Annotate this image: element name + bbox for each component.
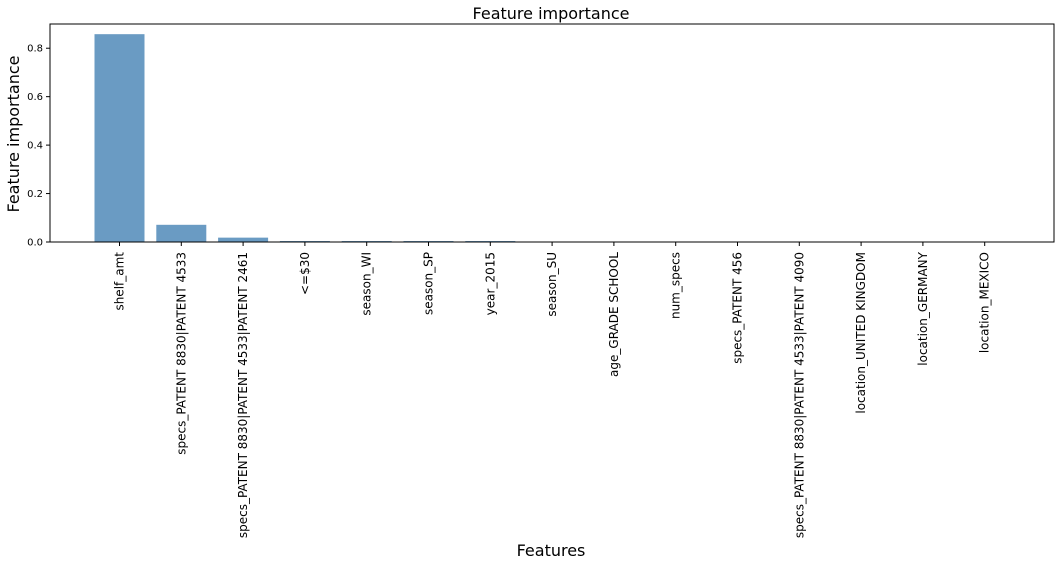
x-tick-label-1: specs_PATENT 8830|PATENT 4533 (174, 252, 188, 455)
x-tick-label-4: season_WI (360, 252, 374, 316)
y-axis-label: Feature importance (4, 56, 23, 213)
y-tick-label-1: 0.2 (27, 189, 43, 200)
y-tick-label-2: 0.4 (27, 141, 43, 152)
x-tick-label-12: location_UNITED KINGDOM (854, 252, 868, 414)
x-tick-label-0: shelf_amt (113, 252, 127, 311)
x-tick-label-8: age_GRADE SCHOOL (607, 252, 621, 377)
bars-group (94, 34, 516, 242)
bar-1 (156, 224, 207, 242)
y-tick-label-4: 0.8 (27, 44, 43, 55)
chart-title: Feature importance (473, 4, 630, 23)
x-tick-label-7: season_SU (545, 252, 559, 317)
y-tick-label-0: 0.0 (27, 238, 43, 249)
x-tick-label-6: year_2015 (483, 252, 497, 315)
x-tick-label-11: specs_PATENT 8830|PATENT 4533|PATENT 409… (792, 252, 806, 538)
x-tick-label-14: location_MEXICO (978, 252, 992, 353)
x-axis-label: Features (517, 541, 586, 560)
x-tick-label-13: location_GERMANY (916, 251, 930, 365)
x-tick-label-5: season_SP (422, 252, 436, 315)
y-tick-label-3: 0.6 (27, 92, 43, 103)
bar-2 (218, 237, 269, 242)
x-tick-label-3: <=$30 (298, 252, 312, 295)
x-axis: shelf_amt specs_PATENT 8830|PATENT 4533 sp… (113, 242, 992, 538)
x-tick-label-9: num_specs (669, 252, 683, 319)
bar-0 (94, 34, 145, 242)
x-tick-label-2: specs_PATENT 8830|PATENT 4533|PATENT 246… (236, 252, 250, 538)
x-tick-label-10: specs_PATENT 456 (731, 252, 745, 364)
plot-area-frame (49, 23, 1055, 243)
y-axis: 0.0 0.2 0.4 0.6 0.8 (27, 44, 50, 249)
